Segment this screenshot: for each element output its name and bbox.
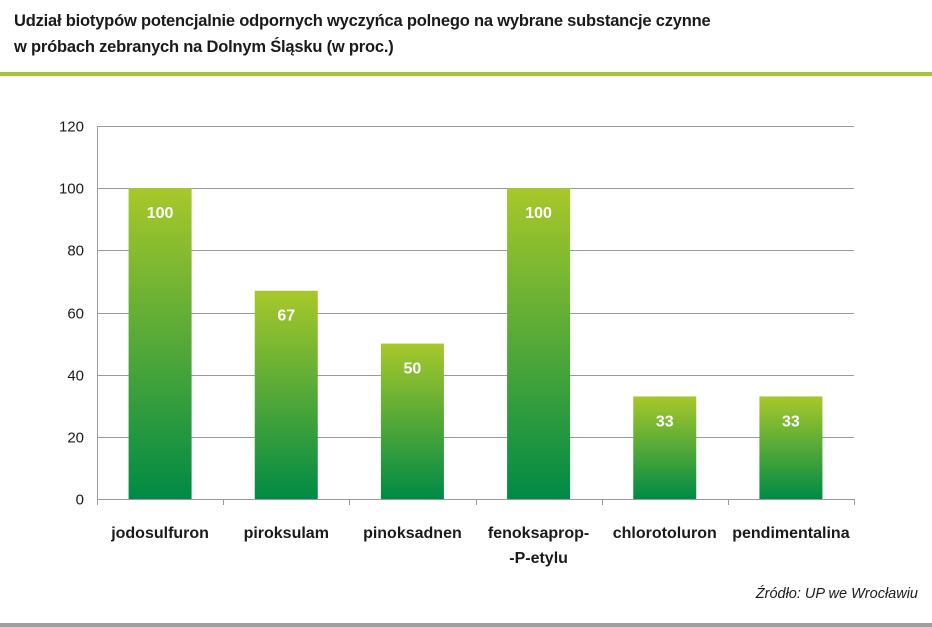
data-label-1: 100 <box>147 205 174 222</box>
data-label-5: 33 <box>656 413 674 430</box>
bar-1 <box>128 188 192 499</box>
category-label-4-line-1: fenoksaprop- <box>488 525 589 542</box>
bottom-rule <box>0 623 932 627</box>
data-label-2: 67 <box>277 308 295 325</box>
chart-title-line-1: Udział biotypów potencjalnie odpornych w… <box>14 12 711 30</box>
y-tick-label-80: 80 <box>67 243 84 260</box>
y-tick-label-60: 60 <box>67 306 84 323</box>
bar-6 <box>759 396 823 499</box>
chart-title: Udział biotypów potencjalnie odpornych w… <box>14 8 914 60</box>
y-tick-label-20: 20 <box>67 430 84 447</box>
labels: 0 20 40 60 80 100 120 100 jodosulfuron 67 piroksul… <box>59 119 850 568</box>
bar-4 <box>507 188 571 499</box>
y-tick-label-100: 100 <box>59 181 84 198</box>
category-label-3: pinoksadnen <box>363 525 462 542</box>
bar-3 <box>380 343 444 499</box>
data-label-6: 33 <box>782 413 800 430</box>
y-tick-label-0: 0 <box>76 492 84 509</box>
source-note: Źródło: UP we Wrocławiu <box>755 586 918 602</box>
data-label-3: 50 <box>404 361 422 378</box>
category-label-2: piroksulam <box>244 525 329 542</box>
bars <box>128 188 823 499</box>
axes <box>97 126 855 505</box>
bar-5 <box>633 396 697 499</box>
category-label-6: pendimentalina <box>732 525 849 542</box>
title-accent-rule <box>0 72 932 76</box>
category-label-5: chlorotoluron <box>613 525 717 542</box>
grid-lines <box>97 126 854 438</box>
category-label-1: jodosulfuron <box>110 525 209 542</box>
chart-title-line-2: w próbach zebranych na Dolnym Śląsku (w … <box>14 38 394 56</box>
y-tick-label-40: 40 <box>67 368 84 385</box>
data-label-4: 100 <box>525 205 552 222</box>
bar-2 <box>254 290 318 499</box>
y-tick-label-120: 120 <box>59 119 84 136</box>
category-label-4-line-2: -P-etylu <box>509 550 568 567</box>
